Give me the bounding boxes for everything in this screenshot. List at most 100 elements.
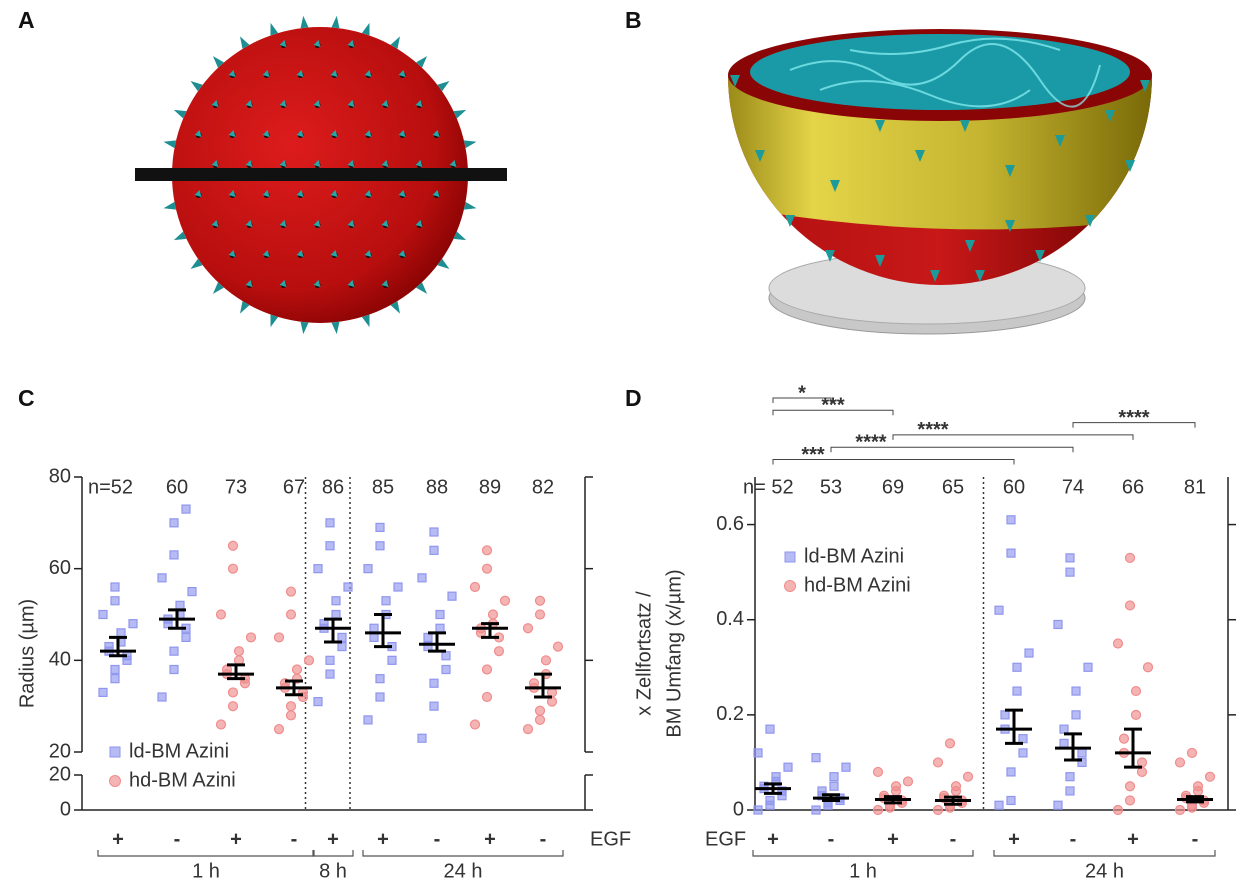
significance-label: ****	[1118, 407, 1149, 429]
data-point	[811, 753, 821, 763]
spike	[245, 160, 253, 167]
n-label: 86	[322, 476, 344, 498]
spike	[390, 36, 400, 49]
data-point	[487, 609, 499, 620]
spike	[313, 160, 321, 167]
data-point	[363, 715, 373, 725]
data-point	[829, 772, 839, 782]
spike	[296, 130, 304, 137]
spike	[398, 70, 406, 77]
data-point	[369, 623, 379, 633]
spike	[211, 100, 219, 107]
spike	[173, 109, 187, 119]
data-point	[285, 586, 297, 597]
data-point	[469, 719, 481, 730]
spike	[347, 160, 355, 167]
data-point	[175, 600, 185, 610]
data-point	[1071, 710, 1081, 720]
data-point	[522, 623, 534, 634]
data-point	[1006, 515, 1016, 525]
x-tick-label: +	[377, 828, 389, 850]
data-point	[325, 655, 335, 665]
data-point	[1071, 686, 1081, 696]
data-point	[469, 581, 481, 593]
data-point	[1142, 662, 1154, 673]
spike	[381, 100, 389, 107]
data-point	[128, 619, 138, 629]
y-tick-label: 60	[49, 557, 71, 579]
data-point	[181, 504, 191, 514]
spike	[279, 160, 287, 167]
data-point	[753, 748, 763, 758]
y-tick-label: 0.6	[716, 513, 744, 535]
data-point	[481, 563, 493, 574]
data-point	[1000, 710, 1010, 720]
data-point	[552, 641, 564, 652]
spike	[330, 70, 338, 77]
spike	[1140, 80, 1150, 92]
data-point	[98, 609, 108, 620]
data-point	[393, 582, 403, 592]
spike	[300, 15, 309, 29]
data-point	[1024, 648, 1034, 658]
x-axis-label: EGF	[590, 828, 631, 850]
data-point	[1112, 804, 1124, 816]
x-tick-label: -	[1070, 828, 1077, 850]
x-tick-label: -	[828, 828, 835, 850]
spike	[211, 220, 219, 227]
spike	[262, 130, 270, 137]
data-point	[534, 714, 546, 726]
spike	[416, 282, 428, 294]
data-point	[1186, 747, 1198, 759]
x-tick-label: +	[112, 828, 124, 850]
data-point	[417, 733, 427, 743]
data-point	[1065, 786, 1075, 796]
spike	[190, 80, 203, 92]
data-point	[1136, 766, 1148, 778]
data-point	[273, 723, 285, 735]
group-label: 8 h	[319, 860, 347, 882]
data-point	[110, 596, 120, 606]
spike	[279, 40, 287, 47]
data-point	[1012, 662, 1022, 672]
data-point	[1006, 767, 1016, 777]
legend-marker	[784, 580, 796, 592]
spike	[381, 160, 389, 167]
data-point	[1065, 567, 1075, 577]
spike	[313, 280, 321, 287]
spike	[330, 250, 338, 257]
data-point	[811, 805, 821, 815]
n-label: 53	[820, 476, 842, 498]
data-point	[227, 563, 239, 574]
data-point	[169, 646, 179, 656]
legend-label: hd-BM Azini	[129, 769, 236, 791]
spike	[279, 100, 287, 107]
data-point	[313, 696, 323, 707]
n-label: 89	[479, 476, 501, 498]
spike	[915, 150, 925, 162]
data-point	[1006, 548, 1016, 558]
data-point	[447, 591, 457, 601]
data-point	[285, 710, 297, 721]
data-point	[169, 664, 179, 675]
data-point	[1136, 757, 1148, 768]
spike	[1005, 165, 1015, 177]
data-point	[273, 632, 285, 643]
data-point	[1192, 781, 1204, 792]
spike	[190, 258, 203, 270]
data-point	[1174, 757, 1186, 768]
data-point	[783, 762, 793, 772]
spike	[212, 282, 224, 294]
data-point	[493, 646, 505, 657]
data-point	[387, 655, 397, 665]
data-point	[441, 651, 451, 661]
data-point	[944, 738, 956, 749]
x-tick-label: -	[950, 828, 957, 850]
data-point	[932, 804, 944, 816]
n-label: 74	[1062, 476, 1084, 498]
n-label: 73	[225, 476, 247, 498]
data-point	[771, 772, 781, 782]
data-point	[481, 691, 493, 703]
sphere-render	[135, 15, 507, 335]
n-label: 82	[532, 476, 554, 498]
